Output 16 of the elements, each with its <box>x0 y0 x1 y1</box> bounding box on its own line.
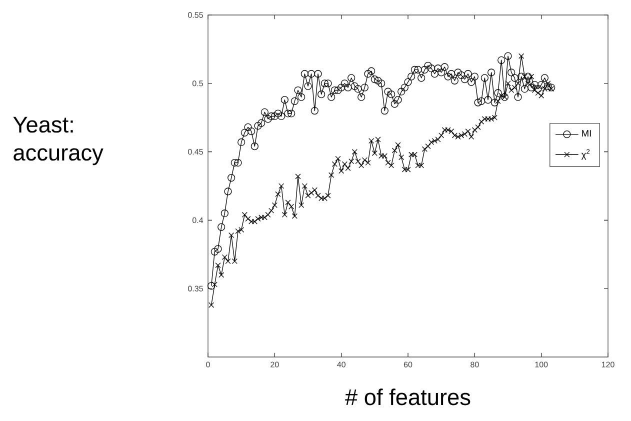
x-tick-label: 120 <box>602 362 614 368</box>
y-tick-label: 0.45 <box>188 148 203 155</box>
y-tick-label: 0.5 <box>192 80 203 86</box>
y-axis-title: Yeast: accuracy <box>13 116 104 166</box>
x-tick-label: 60 <box>404 362 412 368</box>
y-tick-label: 0.55 <box>188 12 203 18</box>
x-tick-label: 40 <box>337 362 346 368</box>
x-tick-label: 0 <box>206 362 210 368</box>
x-tick-label: 20 <box>270 362 279 368</box>
y-tick-label: 0.35 <box>188 286 203 292</box>
legend-label: MI <box>582 130 591 136</box>
x-axis-title: # of features <box>345 388 470 406</box>
x-tick-label: 80 <box>470 362 479 368</box>
x-tick-label: 100 <box>535 362 548 368</box>
legend-label: χ$^{2}$ <box>581 149 590 160</box>
y-tick-label: 0.4 <box>192 217 204 224</box>
